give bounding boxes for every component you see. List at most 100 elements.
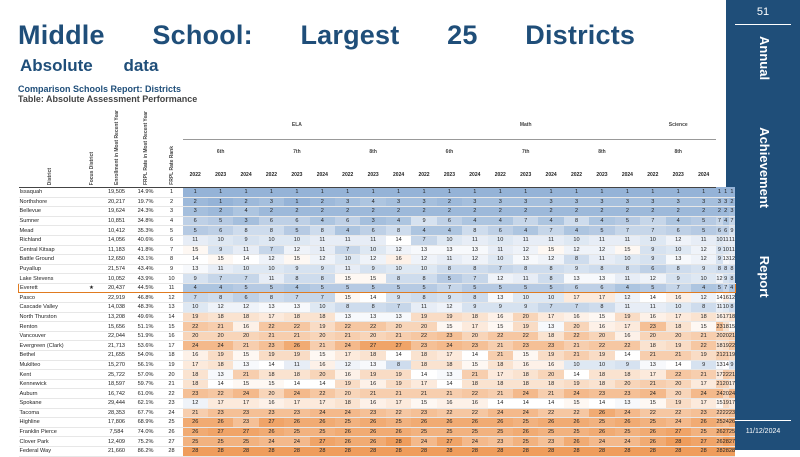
rank-cell: 8 (538, 273, 564, 284)
rank-cell: 12 (512, 245, 539, 256)
slide-title: Middle School: Largest 25 Districts (18, 20, 636, 50)
rank-cell: 11 (614, 302, 641, 313)
rank-cell: 24 (640, 388, 666, 399)
rank-cell: 5 (284, 225, 310, 236)
rank-cell: 22 (589, 340, 615, 352)
rank-cell: 23 (284, 408, 310, 419)
rank-cell: 15 (233, 379, 259, 390)
rank-cell: 17 (563, 292, 590, 304)
enrollment-cell: 14,056 (102, 235, 131, 246)
rank-cell: 8 (728, 302, 736, 313)
rank-cell: 3 (258, 197, 285, 208)
rank-cell: 27 (690, 436, 717, 447)
district-name: Battle Ground (18, 254, 81, 265)
rank-cell: 23 (538, 436, 564, 447)
rank-cell: 18 (233, 312, 259, 323)
frpl-rank-cell: 16 (160, 331, 183, 342)
rank-cell: 24 (512, 408, 539, 419)
rank-cell: 17 (665, 312, 691, 323)
rank-cell: 19 (538, 350, 564, 361)
rank-cell: 4 (207, 282, 234, 294)
rank-cell: 1 (207, 187, 234, 198)
rank-cell: 13 (258, 302, 285, 313)
rank-cell: 14 (716, 292, 723, 304)
rank-cell: 21 (436, 388, 463, 399)
rank-cell: 1 (563, 187, 590, 198)
rank-cell: 22 (614, 340, 641, 352)
frpl-rank-cell: 19 (160, 360, 183, 371)
rank-cell: 21 (233, 340, 259, 352)
rank-cell: 26 (182, 417, 208, 428)
rank-cell: 20 (182, 331, 208, 342)
frpl-rate-cell: 57.0% (130, 369, 161, 380)
grade-header: 6th (216, 148, 225, 155)
rank-cell: 4 (284, 282, 310, 294)
rank-cell: 7 (614, 225, 641, 236)
focus-marker (80, 331, 103, 342)
table-row: Kent 25,722 57.0% 20 18 13 21 18 18 20 16 19 19 14 13 2… (18, 369, 736, 380)
rank-cell: 15 (360, 273, 386, 284)
rank-cell: 26 (563, 417, 590, 428)
rank-cell: 9 (207, 245, 234, 256)
focus-marker: ★ (80, 282, 103, 294)
rank-cell: 17 (258, 312, 285, 323)
rank-cell: 1 (462, 187, 488, 198)
rank-cell: 12 (335, 360, 361, 371)
rank-cell: 5 (360, 282, 386, 294)
rank-cell: 18 (538, 379, 564, 390)
rank-cell: 13 (487, 292, 513, 304)
enrollment-cell: 17,806 (102, 417, 131, 428)
rank-cell: 13 (233, 360, 259, 371)
rank-cell: 9 (436, 292, 463, 304)
frpl-rate-cell: 49.6% (130, 312, 161, 323)
enrollment-cell: 10,851 (102, 216, 131, 227)
district-name: Puyallup (18, 264, 81, 275)
rank-cell: 12 (690, 254, 717, 265)
rank-cell: 11 (690, 235, 717, 246)
rank-cell: 12 (690, 292, 717, 304)
rank-cell: 15 (716, 398, 723, 409)
rank-cell: 1 (385, 187, 412, 198)
rank-cell: 26 (258, 427, 285, 438)
rank-cell: 10 (563, 360, 590, 371)
rank-cell: 18 (487, 360, 513, 371)
rank-cell: 28 (284, 446, 310, 457)
rank-cell: 6 (716, 225, 723, 236)
rank-cell: 1 (722, 187, 729, 198)
rank-cell: 22 (665, 369, 691, 380)
rank-cell: 11 (538, 235, 564, 246)
rank-cell: 13 (563, 273, 590, 284)
rank-cell: 22 (716, 408, 723, 419)
rank-cell: 28 (538, 446, 564, 457)
sidebar-divider-bottom (735, 420, 791, 421)
district-name: Highline (18, 417, 81, 428)
enrollment-cell: 11,183 (102, 245, 131, 256)
rank-cell: 5 (411, 282, 437, 294)
rank-cell: 16 (722, 292, 729, 304)
rank-cell: 16 (640, 312, 666, 323)
table-row: Battle Ground 12,650 43.1% 8 14 15 14 12 15 12 10 1… (18, 254, 736, 265)
rank-cell: 22 (538, 408, 564, 419)
rank-cell: 25 (233, 436, 259, 447)
rank-cell: 13 (614, 398, 641, 409)
rank-cell: 17 (614, 321, 641, 332)
rank-cell: 4 (538, 216, 564, 227)
rank-cell: 8 (385, 273, 412, 284)
rank-cell: 4 (360, 197, 386, 208)
frpl-rate-cell: 86.2% (130, 446, 161, 457)
rank-cell: 2 (538, 206, 564, 217)
column-header-label: Focus District (88, 151, 95, 185)
table-row: Auburn 16,742 61.0% 22 23 22 24 20 24 22 20 21 21 21 2… (18, 388, 736, 399)
rank-cell: 19 (665, 340, 691, 352)
year-header: 2024 (538, 163, 564, 188)
enrollment-cell: 16,742 (102, 388, 131, 399)
rank-cell: 22 (360, 321, 386, 332)
rank-cell: 2 (207, 206, 234, 217)
rank-cell: 25 (335, 417, 361, 428)
column-header-label: District (46, 167, 53, 185)
rank-cell: 16 (258, 398, 285, 409)
frpl-rank-cell: 25 (160, 417, 183, 428)
rank-cell: 20 (538, 369, 564, 380)
district-name: Franklin Pierce (18, 427, 81, 438)
district-name: Kennewick (18, 379, 81, 390)
